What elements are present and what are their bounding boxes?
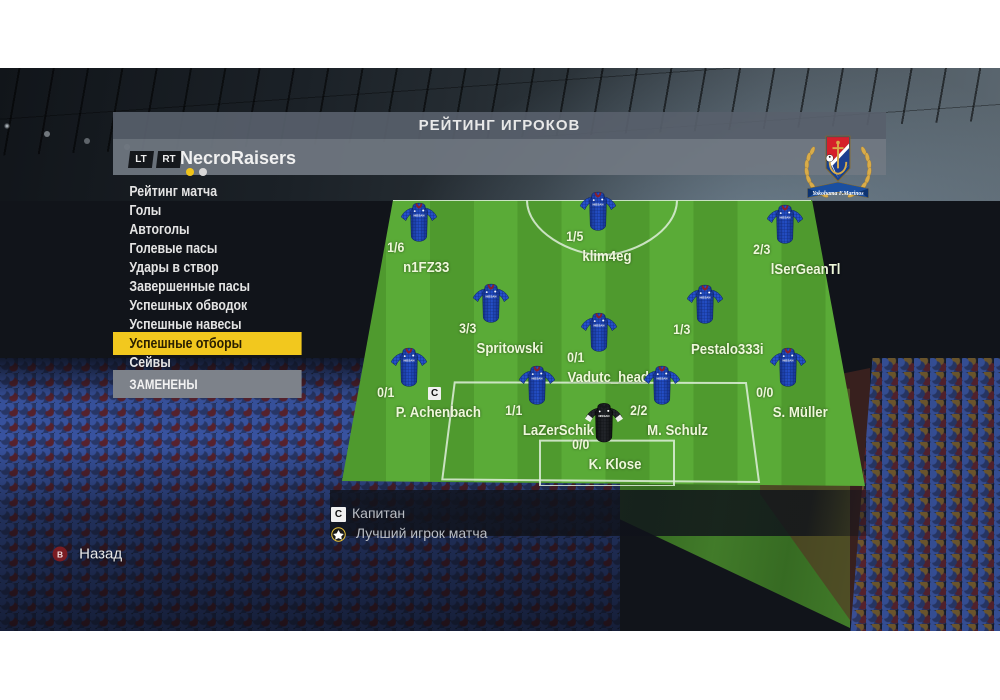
svg-text:B: B bbox=[57, 549, 63, 559]
svg-text:Yokohama F.Marinos: Yokohama F.Marinos bbox=[812, 191, 864, 197]
